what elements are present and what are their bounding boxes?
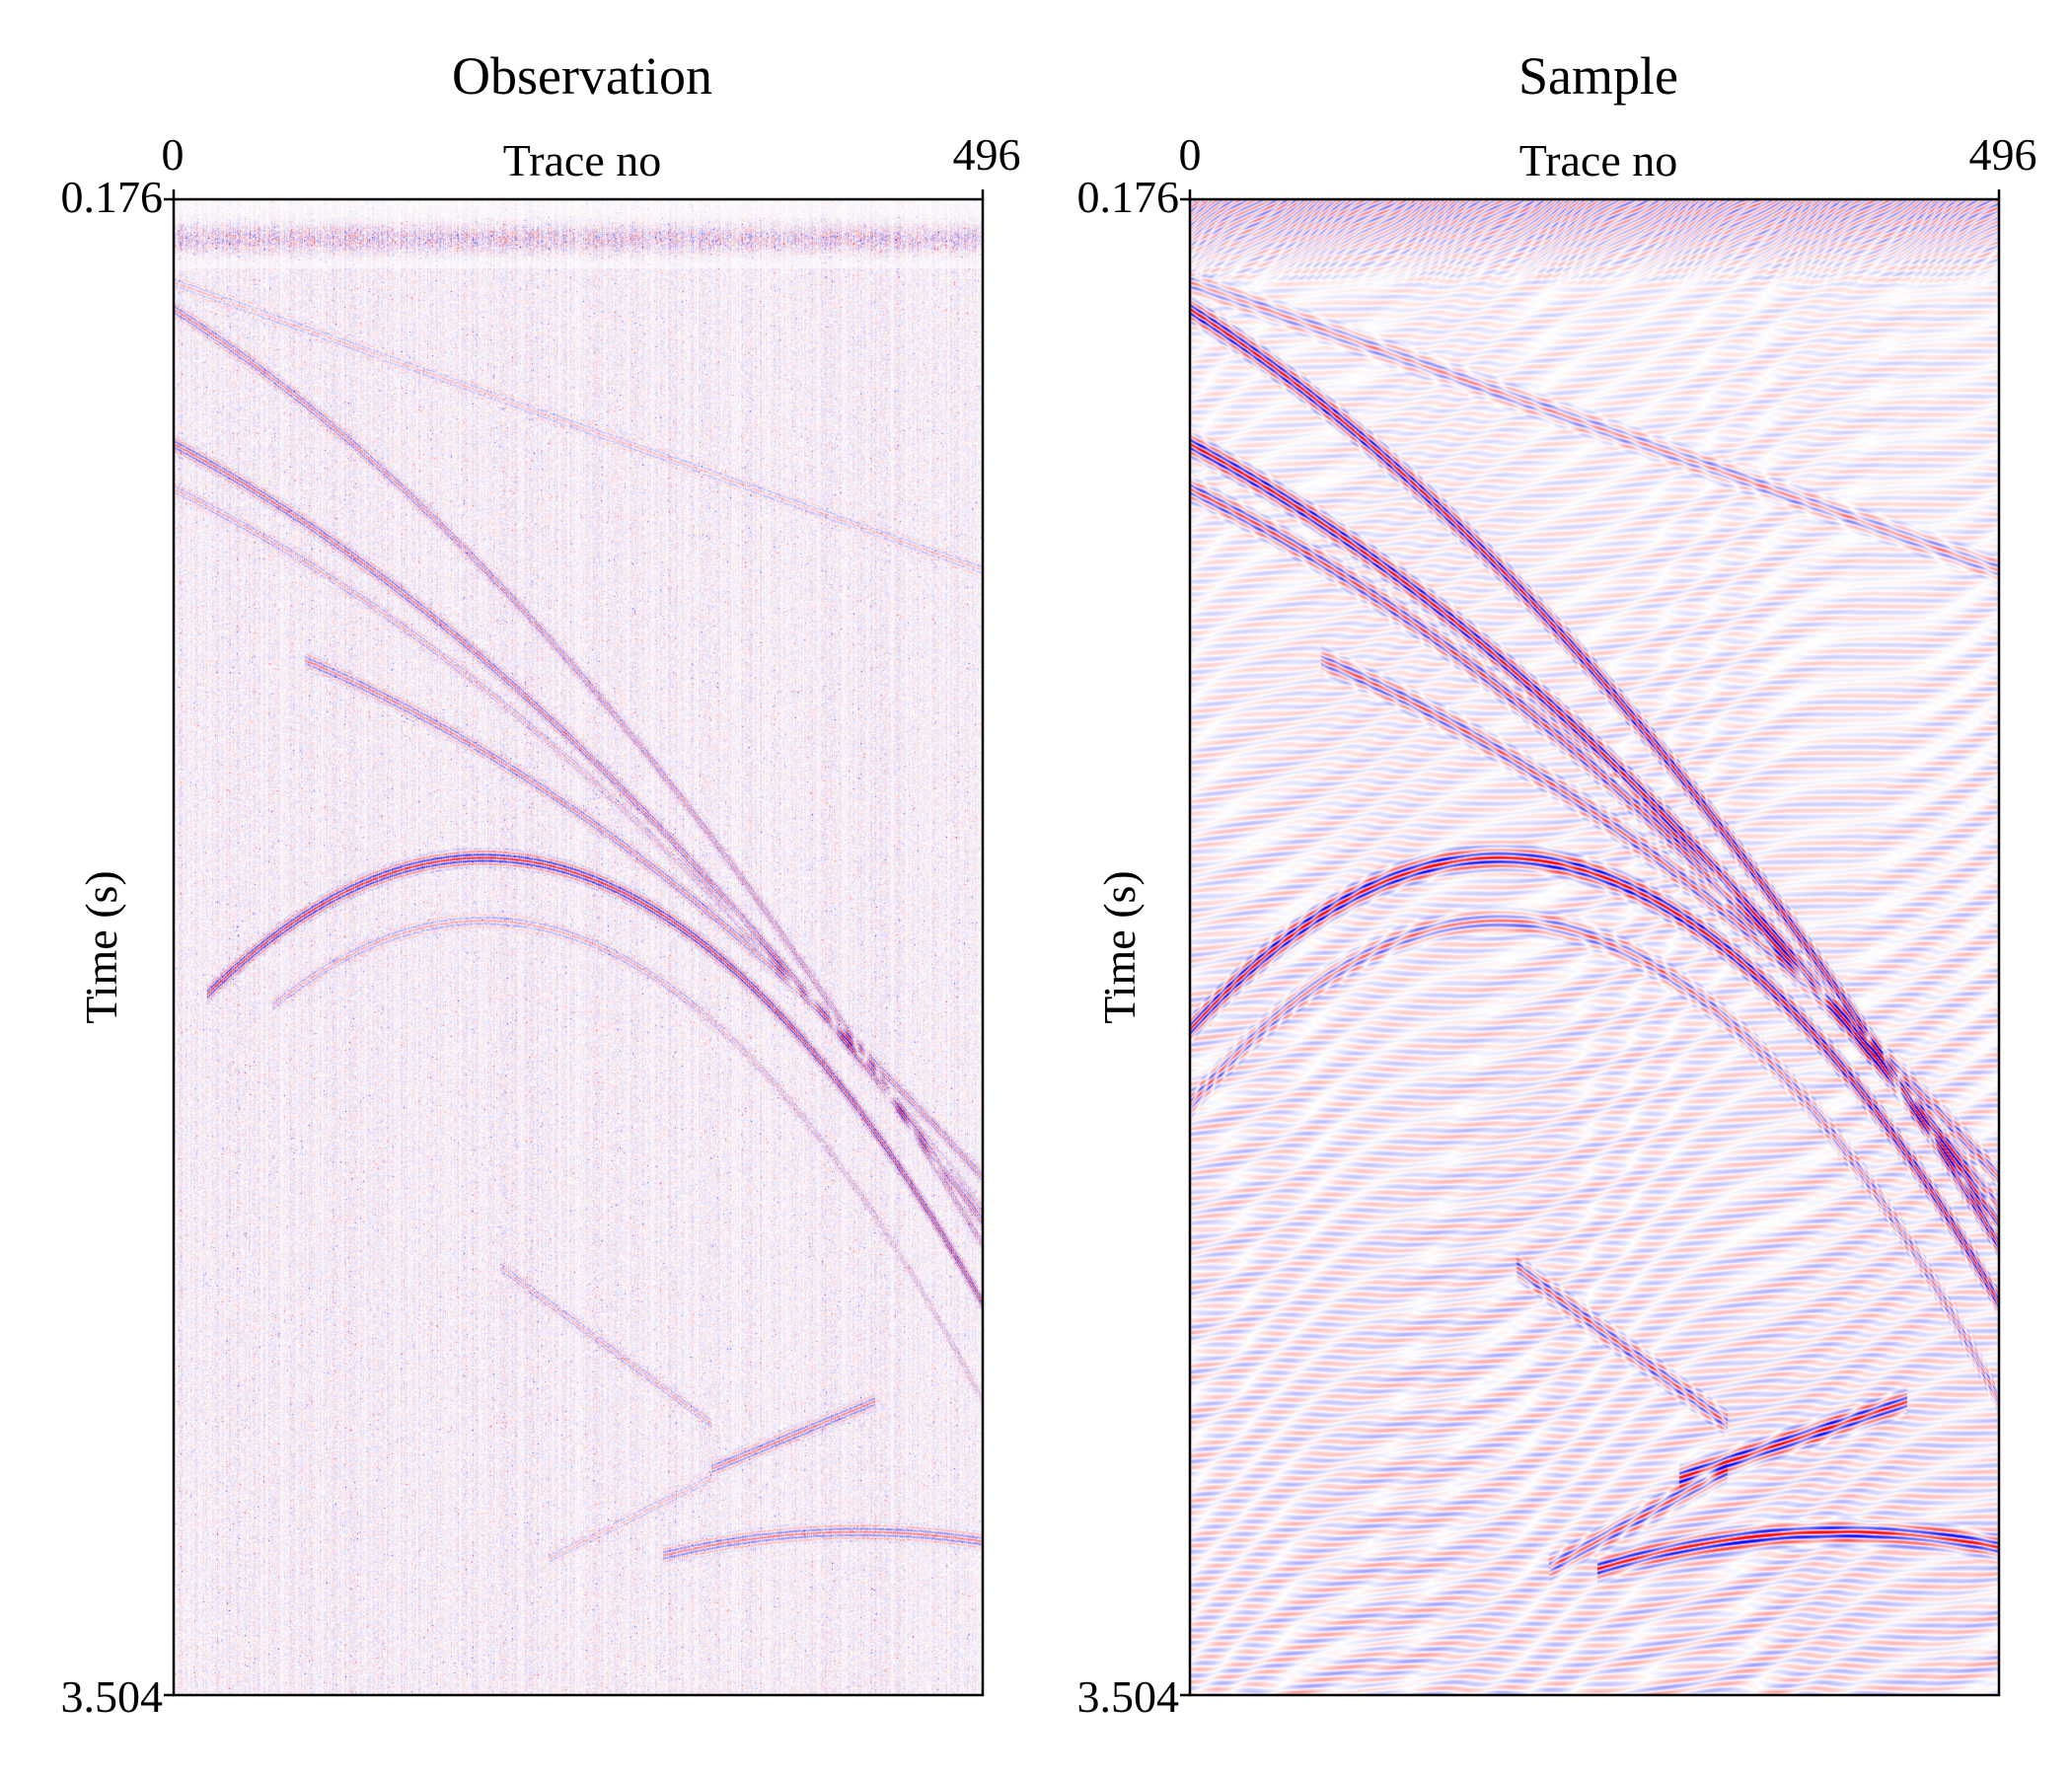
panel-observation: Observation Trace no 0 496 0.176 3.504 T…: [61, 46, 1021, 1722]
sample-chart: Sample Trace no 0 496 0.176 3.504 Time (…: [1077, 46, 2037, 1722]
seismic-image-container: [174, 199, 983, 1695]
seismic-image: [174, 199, 983, 1695]
chart-title: Sample: [1518, 46, 1678, 106]
seismic-image: [1190, 199, 1999, 1695]
plot-area: [1180, 189, 2001, 1697]
x-axis-label: Trace no: [1519, 135, 1678, 185]
x-tick-label-end: 496: [1969, 129, 2037, 180]
plot-area: [164, 189, 985, 1697]
x-tick-label-start: 0: [162, 129, 185, 180]
observation-chart: Observation Trace no 0 496 0.176 3.504 T…: [61, 46, 1021, 1722]
x-tick-label-start: 0: [1179, 129, 1202, 180]
x-tick-label-end: 496: [953, 129, 1021, 180]
panel-sample: Sample Trace no 0 496 0.176 3.504 Time (…: [1036, 0, 2072, 1776]
plot-frame: [1188, 197, 2001, 1697]
chart-title: Observation: [452, 46, 712, 106]
y-tick-label-top: 0.176: [61, 172, 164, 222]
y-tick-label-bottom: 3.504: [1077, 1671, 1180, 1722]
y-tick-label-top: 0.176: [1077, 172, 1180, 222]
plot-frame: [172, 197, 985, 1697]
seismic-image-container: [1190, 199, 1999, 1695]
y-tick-label-bottom: 3.504: [61, 1671, 164, 1722]
y-axis-label: Time (s): [76, 870, 126, 1024]
y-axis-label: Time (s): [1094, 870, 1145, 1024]
x-axis-label: Trace no: [503, 135, 662, 185]
